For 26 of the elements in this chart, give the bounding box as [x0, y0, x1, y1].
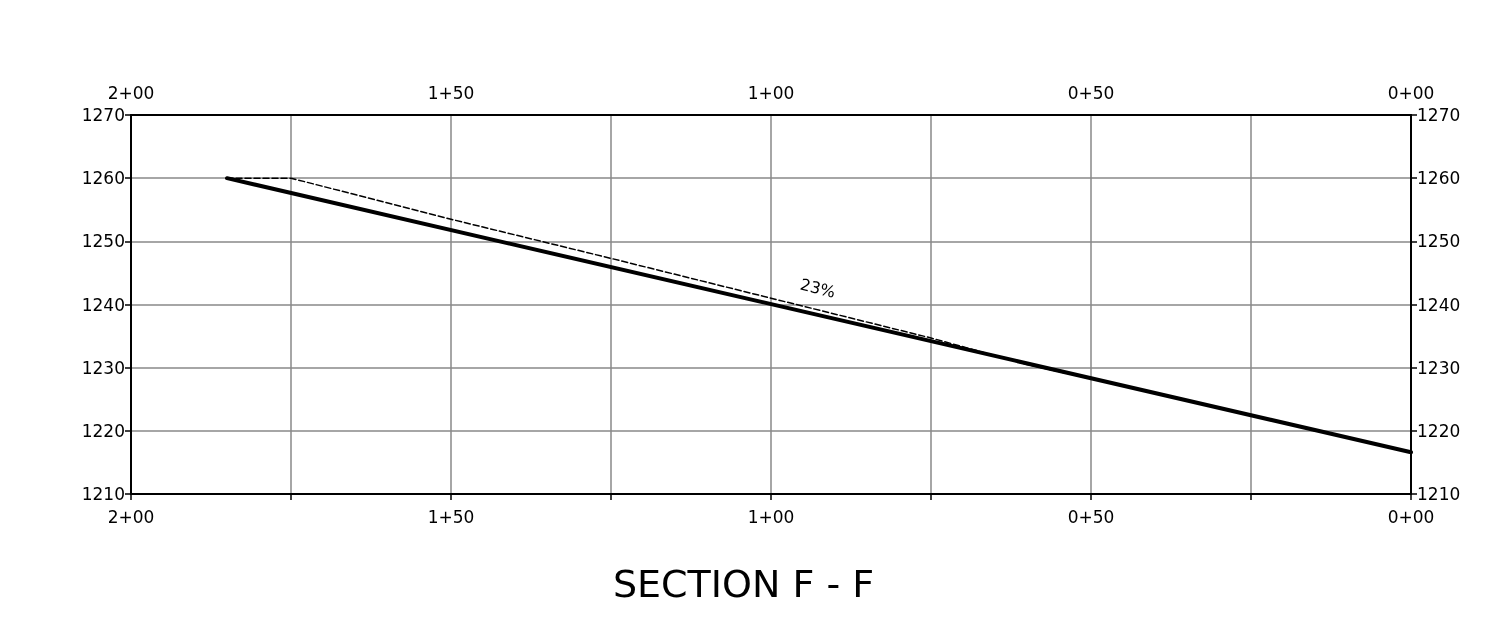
category-label: 1+50 — [427, 82, 475, 103]
category-label: 1+00 — [747, 82, 795, 103]
x-tick-label: 1+50 — [427, 506, 475, 527]
y-tick-label: 1270 — [81, 105, 125, 125]
category-label: 2+00 — [107, 82, 155, 103]
category-label: 0+50 — [1067, 82, 1115, 103]
x-tick-label: 0+50 — [1067, 506, 1115, 527]
y2-tick-label: 1240 — [1417, 294, 1461, 315]
y-tick-label: 1260 — [81, 168, 125, 189]
y-tick-label: 1210 — [81, 484, 125, 504]
y2-tick-label: 1250 — [1417, 231, 1461, 252]
annotation: 23% — [798, 274, 838, 302]
x-tick-label: 0+00 — [1387, 506, 1435, 527]
category-label: 0+00 — [1387, 82, 1435, 103]
y2-tick-label: 1230 — [1417, 357, 1461, 378]
y-tick-label: 1250 — [81, 231, 125, 252]
x-tick-label: 1+00 — [747, 506, 795, 527]
y2-tick-label: 1270 — [1417, 105, 1461, 125]
y2-tick-label: 1210 — [1417, 484, 1461, 504]
y-tick-label: 1240 — [81, 294, 125, 315]
y2-tick-label: 1260 — [1417, 168, 1461, 189]
text: SECTION F - F — [612, 562, 875, 606]
y2-tick-label: 1220 — [1417, 420, 1461, 441]
y-tick-label: 1220 — [81, 420, 125, 441]
y-tick-label: 1230 — [81, 357, 125, 378]
x-tick-label: 2+00 — [107, 506, 155, 527]
